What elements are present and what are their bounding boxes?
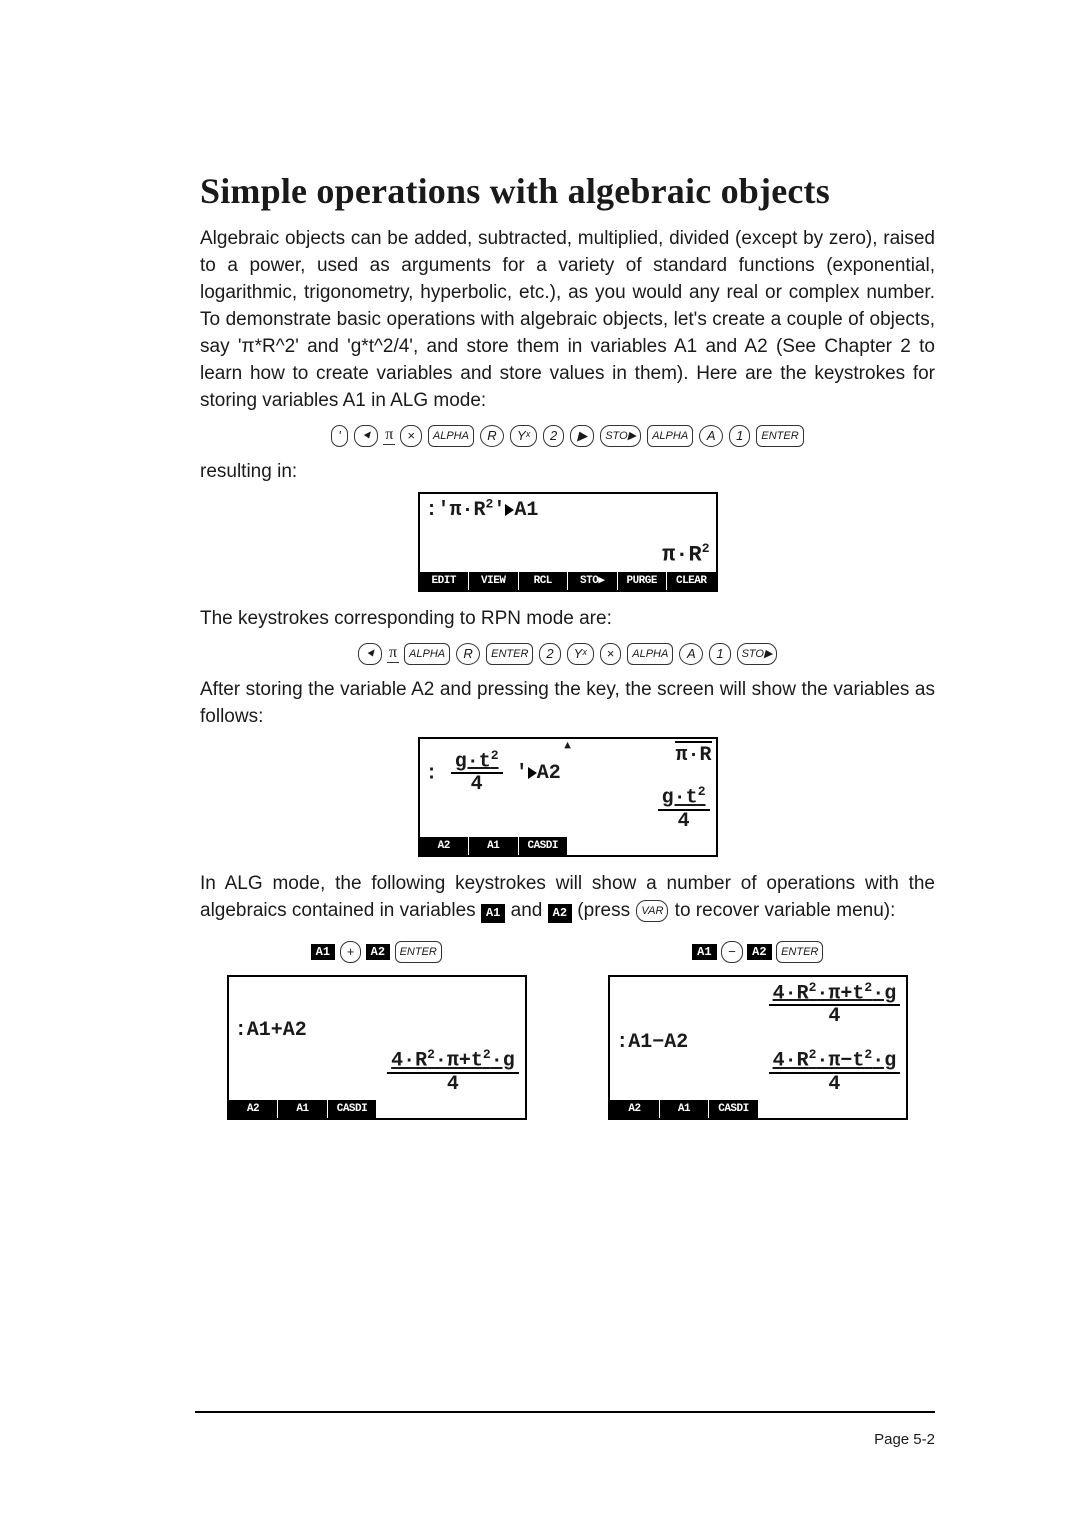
- key-yx-2[interactable]: Yˣ: [567, 643, 594, 665]
- key-r[interactable]: R: [480, 425, 504, 447]
- menu-add-casdi[interactable]: CASDI: [328, 1100, 378, 1118]
- key-enter-2[interactable]: ENTER: [486, 643, 533, 665]
- keystroke-seq-add: A1 + A2 ENTER: [200, 941, 554, 963]
- key-a[interactable]: A: [699, 425, 723, 447]
- screen-sub-result2: 4·R2·π−t2·g4: [769, 1048, 901, 1096]
- menu-edit[interactable]: EDIT: [420, 572, 470, 590]
- screen2-frac-den: 4: [451, 774, 503, 796]
- menu-sub-a1[interactable]: A1: [660, 1100, 710, 1118]
- menu-blank2[interactable]: [618, 837, 668, 855]
- key-apostrophe[interactable]: ': [331, 425, 347, 447]
- calculator-screen-1: :'π·R2'A1 π·R2 EDIT VIEW RCL STO▶ PURGE …: [418, 492, 718, 592]
- key-enter[interactable]: ENTER: [756, 425, 803, 447]
- key-1-2[interactable]: 1: [709, 643, 730, 665]
- after-storing-paragraph: After storing the variable A2 and pressi…: [200, 677, 935, 731]
- softkey-a1-sub[interactable]: A1: [692, 944, 716, 960]
- key-enter-sub[interactable]: ENTER: [776, 941, 823, 963]
- screen-sub-result1: 4·R2·π+t2·g4: [769, 981, 901, 1029]
- key-r-2[interactable]: R: [456, 643, 480, 665]
- key-times[interactable]: ×: [400, 425, 422, 447]
- screen2-menu: A2 A1 CASDI: [420, 837, 716, 855]
- menu-blank1[interactable]: [568, 837, 618, 855]
- screen2-frac-num: g·t2: [451, 749, 503, 775]
- up-arrow-icon: ▲: [564, 738, 571, 751]
- key-times-2[interactable]: ×: [600, 643, 622, 665]
- page-title: Simple operations with algebraic objects: [200, 170, 935, 212]
- intro-paragraph: Algebraic objects can be added, subtract…: [200, 226, 935, 415]
- keystroke-sequence-rpn: ⯇ π ALPHA R ENTER 2 Yˣ × ALPHA A 1 STO▶: [200, 643, 935, 665]
- menu-sub-a2[interactable]: A2: [610, 1100, 660, 1118]
- menu-purge[interactable]: PURGE: [618, 572, 668, 590]
- resulting-in-text: resulting in:: [200, 459, 935, 486]
- key-enter-add[interactable]: ENTER: [395, 941, 442, 963]
- key-pi-2[interactable]: π: [387, 644, 399, 663]
- screen2-topright: π·R: [675, 741, 711, 767]
- screen-add-menu: A2 A1 CASDI: [229, 1100, 525, 1118]
- key-pi[interactable]: π: [383, 426, 395, 445]
- screen2-right-frac: g·t24: [658, 785, 710, 833]
- menu-clear[interactable]: CLEAR: [667, 572, 716, 590]
- menu-a1[interactable]: A1: [469, 837, 519, 855]
- menu-add-a1[interactable]: A1: [278, 1100, 328, 1118]
- key-plus[interactable]: +: [340, 941, 362, 963]
- page-number: Page 5-2: [874, 1431, 935, 1448]
- key-left-shift[interactable]: ⯇: [354, 425, 378, 447]
- keystroke-seq-sub: A1 − A2 ENTER: [582, 941, 936, 963]
- key-2-2[interactable]: 2: [539, 643, 560, 665]
- key-var[interactable]: VAR: [636, 900, 668, 922]
- screen1-result: π·R2: [662, 541, 709, 567]
- footer-rule: [195, 1411, 935, 1413]
- key-sto-2[interactable]: STO▶: [737, 643, 778, 665]
- screen1-menu: EDIT VIEW RCL STO▶ PURGE CLEAR: [420, 572, 716, 590]
- softkey-a1-add[interactable]: A1: [311, 944, 335, 960]
- key-right-arrow[interactable]: ▶: [570, 425, 594, 447]
- menu-view[interactable]: VIEW: [469, 572, 519, 590]
- screen1-line1: :'π·R2'A1: [426, 499, 539, 522]
- key-1[interactable]: 1: [729, 425, 750, 447]
- softkey-a1[interactable]: A1: [481, 904, 505, 923]
- menu-casdi[interactable]: CASDI: [519, 837, 569, 855]
- menu-rcl[interactable]: RCL: [519, 572, 569, 590]
- menu-add-a2[interactable]: A2: [229, 1100, 279, 1118]
- key-a-2[interactable]: A: [679, 643, 703, 665]
- keystroke-sequence-alg: ' ⯇ π × ALPHA R Yˣ 2 ▶ STO▶ ALPHA A 1 EN…: [200, 425, 935, 447]
- screen-sub-menu: A2 A1 CASDI: [610, 1100, 906, 1118]
- alg-mode-paragraph: In ALG mode, the following keystrokes wi…: [200, 871, 935, 925]
- calculator-screen-add: :A1+A2 4·R2·π+t2·g4 A2 A1 CASDI: [227, 975, 527, 1120]
- menu-a2[interactable]: A2: [420, 837, 470, 855]
- key-alpha[interactable]: ALPHA: [428, 425, 474, 447]
- menu-sub-casdi[interactable]: CASDI: [709, 1100, 759, 1118]
- softkey-a2[interactable]: A2: [548, 904, 572, 923]
- screen-sub-expr: :A1−A2: [616, 1031, 688, 1054]
- key-alpha-3[interactable]: ALPHA: [404, 643, 450, 665]
- screen-add-expr: :A1+A2: [235, 1019, 307, 1042]
- key-2[interactable]: 2: [543, 425, 564, 447]
- menu-blank3[interactable]: [667, 837, 716, 855]
- key-sto[interactable]: STO▶: [600, 425, 641, 447]
- menu-sto[interactable]: STO▶: [568, 572, 618, 590]
- key-yx[interactable]: Yˣ: [510, 425, 537, 447]
- key-alpha-4[interactable]: ALPHA: [627, 643, 673, 665]
- calculator-screen-sub: 4·R2·π+t2·g4 :A1−A2 4·R2·π−t2·g4 A2 A1 C…: [608, 975, 908, 1120]
- screen-add-result: 4·R2·π+t2·g4: [387, 1048, 519, 1096]
- key-minus[interactable]: −: [721, 941, 743, 963]
- softkey-a2-add[interactable]: A2: [366, 944, 390, 960]
- rpn-paragraph: The keystrokes corresponding to RPN mode…: [200, 606, 935, 633]
- key-left-shift-2[interactable]: ⯇: [358, 643, 382, 665]
- key-alpha2[interactable]: ALPHA: [647, 425, 693, 447]
- calculator-screen-2: ▲ : g·t24 'A2 π·R g·t24 A2 A1 CASDI: [418, 737, 718, 857]
- softkey-a2-sub[interactable]: A2: [747, 944, 771, 960]
